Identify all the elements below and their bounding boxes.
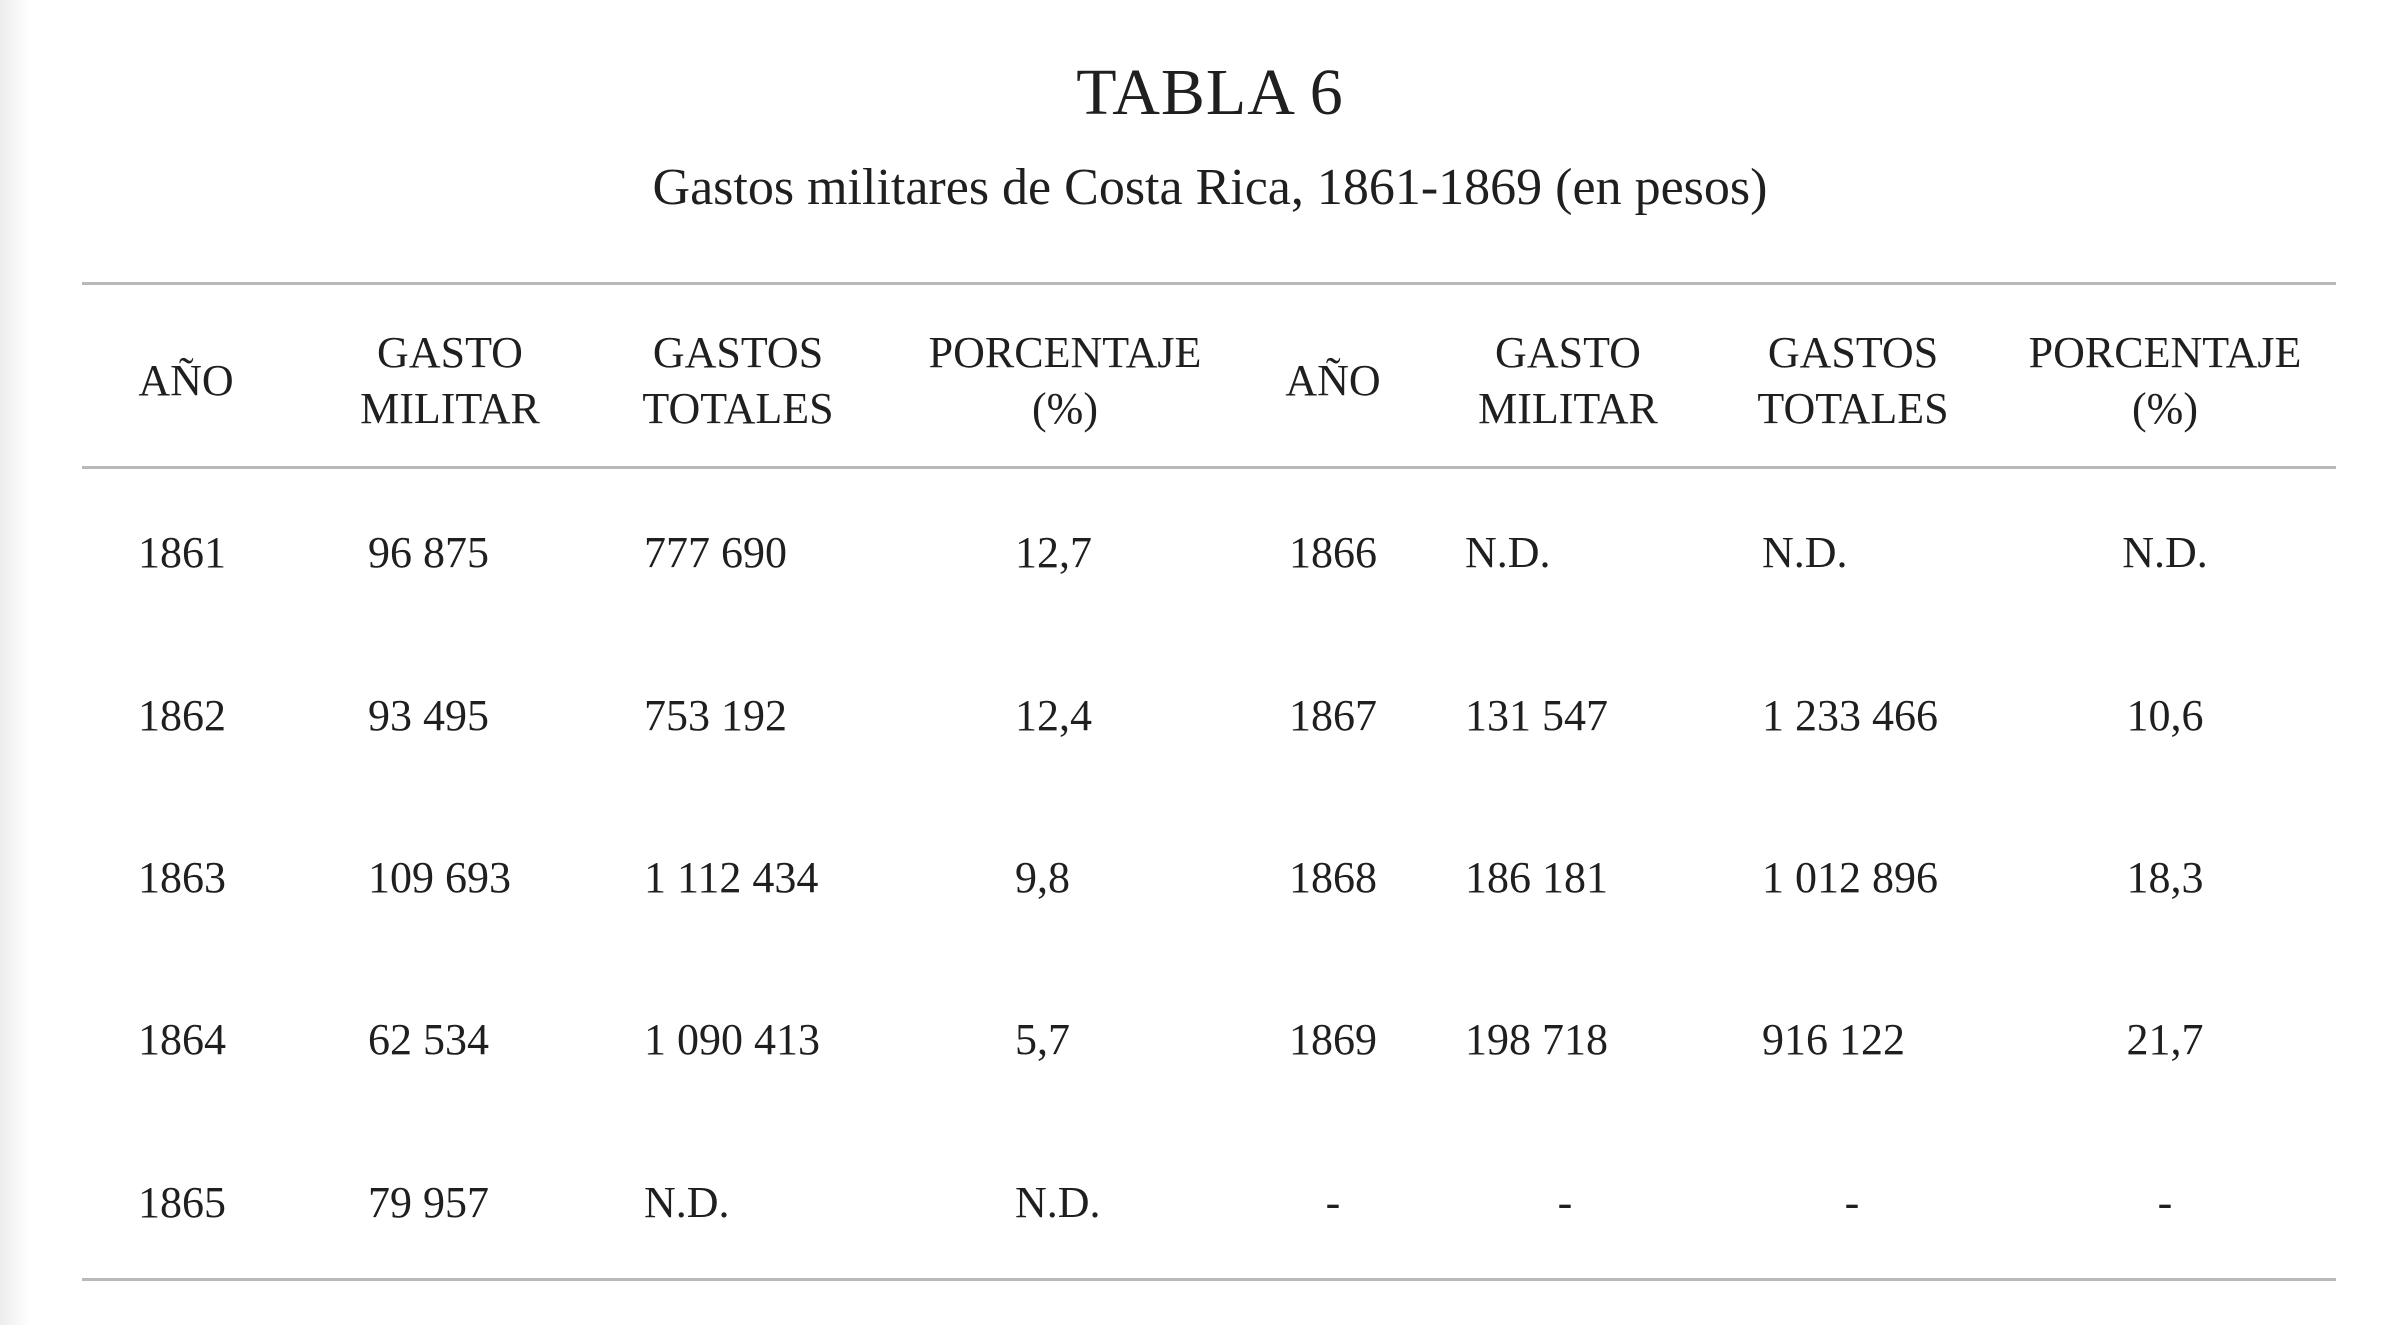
table-subtitle: Gastos militares de Costa Rica, 1861-186… — [652, 159, 1768, 216]
cell-year: 1866 — [1289, 528, 1377, 577]
header-gastos-line1: GASTOS — [652, 328, 824, 377]
header-anio-left: AÑO — [138, 356, 234, 405]
cell-military: - — [1557, 1178, 1573, 1227]
cell-year: 1868 — [1289, 853, 1377, 902]
cell-total: 916 122 — [1762, 1015, 1905, 1064]
cell-total: N.D. — [644, 1178, 730, 1227]
header-gasto-line2: MILITAR — [360, 384, 540, 433]
header-gastos-line2: TOTALES — [1757, 384, 1949, 433]
header-bottom-rule — [82, 466, 2336, 469]
cell-military: N.D. — [1465, 528, 1551, 577]
cell-year: 1865 — [138, 1178, 226, 1227]
cell-total: 777 690 — [644, 528, 787, 577]
cell-year: 1861 — [138, 528, 226, 577]
cell-percent: - — [2157, 1178, 2173, 1227]
cell-total: 1 112 434 — [644, 853, 819, 902]
header-top-rule — [82, 282, 2336, 285]
cell-total: N.D. — [1762, 528, 1848, 577]
cell-military: 109 693 — [368, 853, 511, 902]
cell-military: 62 534 — [368, 1015, 489, 1064]
header-gastos-totales-right: GASTOS TOTALES — [1723, 325, 1983, 437]
cell-percent: N.D. — [1015, 1178, 1101, 1227]
cell-percent: 9,8 — [1015, 853, 1070, 902]
cell-year: 1864 — [138, 1015, 226, 1064]
header-gastos-line2: TOTALES — [642, 384, 834, 433]
table-title: TABLA 6 — [1076, 56, 1344, 129]
cell-percent: N.D. — [2122, 528, 2208, 577]
cell-year: 1862 — [138, 691, 226, 740]
header-gasto-line1: GASTO — [377, 328, 523, 377]
header-gastos-totales-left: GASTOS TOTALES — [608, 325, 868, 437]
header-gasto-militar-left: GASTO MILITAR — [320, 325, 580, 437]
header-porc-line1: PORCENTAJE — [2028, 328, 2302, 377]
cell-year: - — [1325, 1178, 1341, 1227]
table-bottom-rule — [82, 1278, 2336, 1281]
cell-military: 96 875 — [368, 528, 489, 577]
cell-total: - — [1844, 1178, 1860, 1227]
header-anio-right: AÑO — [1285, 356, 1381, 405]
header-gasto-line2: MILITAR — [1478, 384, 1658, 433]
cell-percent: 18,3 — [2126, 853, 2204, 902]
cell-military: 131 547 — [1465, 691, 1608, 740]
cell-percent: 21,7 — [2126, 1015, 2204, 1064]
cell-military: 79 957 — [368, 1178, 489, 1227]
cell-year: 1863 — [138, 853, 226, 902]
header-porcentaje-right: PORCENTAJE (%) — [2000, 325, 2330, 437]
cell-percent: 5,7 — [1015, 1015, 1070, 1064]
cell-military: 186 181 — [1465, 853, 1608, 902]
cell-year: 1869 — [1289, 1015, 1377, 1064]
header-gasto-militar-right: GASTO MILITAR — [1438, 325, 1698, 437]
cell-total: 753 192 — [644, 691, 787, 740]
cell-total: 1 090 413 — [644, 1015, 820, 1064]
cell-total: 1 233 466 — [1762, 691, 1938, 740]
cell-percent: 12,7 — [1015, 528, 1092, 577]
cell-military: 93 495 — [368, 691, 489, 740]
cell-percent: 10,6 — [2126, 691, 2204, 740]
header-porc-line2: (%) — [1032, 384, 1098, 433]
header-gastos-line1: GASTOS — [1767, 328, 1939, 377]
header-porc-line2: (%) — [2132, 384, 2198, 433]
cell-year: 1867 — [1289, 691, 1377, 740]
header-porcentaje-left: PORCENTAJE (%) — [890, 325, 1240, 437]
header-porc-line1: PORCENTAJE — [928, 328, 1202, 377]
cell-military: 198 718 — [1465, 1015, 1608, 1064]
cell-total: 1 012 896 — [1762, 853, 1938, 902]
header-gasto-line1: GASTO — [1495, 328, 1641, 377]
page-edge-shadow — [0, 0, 30, 1325]
cell-percent: 12,4 — [1015, 691, 1092, 740]
